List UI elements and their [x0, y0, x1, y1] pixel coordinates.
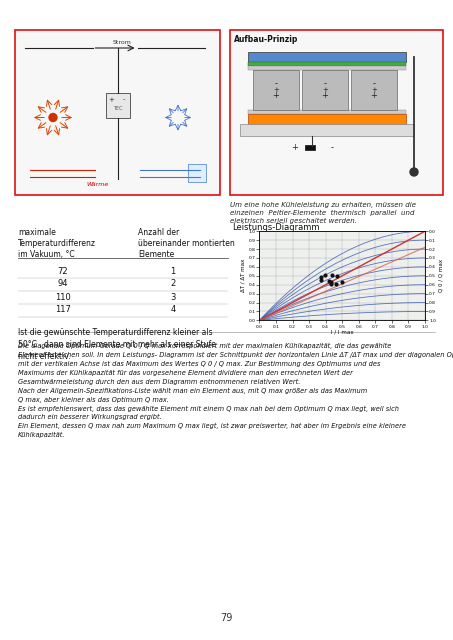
Bar: [351, 70, 397, 110]
Text: Aufbau-Prinzip: Aufbau-Prinzip: [234, 35, 299, 44]
Text: Leistungs-Diagramm: Leistungs-Diagramm: [232, 223, 319, 232]
Bar: [305, 145, 315, 150]
Bar: [248, 62, 406, 66]
Point: [327, 279, 334, 289]
Point: [333, 271, 341, 281]
X-axis label: I / I max: I / I max: [331, 330, 353, 335]
Text: Strom: Strom: [113, 40, 132, 45]
Text: +: +: [371, 92, 377, 100]
Bar: [15, 30, 220, 195]
Y-axis label: ΔT / ΔT max: ΔT / ΔT max: [241, 259, 246, 292]
Text: +: +: [322, 87, 328, 93]
Text: -: -: [331, 143, 333, 152]
Text: Wärme: Wärme: [87, 182, 109, 187]
Text: Anzahl der
übereinander montierten
Elemente: Anzahl der übereinander montierten Eleme…: [138, 228, 235, 259]
Bar: [253, 70, 299, 110]
Text: +: +: [109, 97, 115, 102]
Text: +: +: [273, 87, 279, 93]
Bar: [106, 93, 130, 118]
Text: 1: 1: [170, 266, 176, 275]
Bar: [248, 66, 406, 70]
Circle shape: [49, 113, 57, 122]
Point: [326, 276, 333, 286]
Text: 2: 2: [170, 280, 176, 289]
Point: [322, 269, 329, 280]
Point: [338, 276, 345, 287]
Text: -: -: [122, 97, 125, 102]
Circle shape: [410, 168, 418, 176]
Text: -: -: [372, 79, 376, 88]
Text: 79: 79: [220, 613, 232, 623]
Bar: [248, 52, 406, 62]
Point: [317, 273, 324, 283]
Bar: [248, 110, 406, 114]
Text: Um eine hohe Kühleleistung zu erhalten, müssen die
einzelnen  Peltier-Elemente  : Um eine hohe Kühleleistung zu erhalten, …: [230, 202, 416, 225]
Point: [328, 270, 335, 280]
Text: +: +: [322, 92, 328, 100]
Text: +: +: [292, 143, 299, 152]
Bar: [230, 30, 443, 195]
Text: maximale
Temperaturdifferenz
im Vakuum, °C: maximale Temperaturdifferenz im Vakuum, …: [18, 228, 96, 259]
Text: 117: 117: [55, 305, 71, 314]
Point: [327, 277, 334, 287]
Text: 3: 3: [170, 292, 176, 301]
Text: -: -: [323, 79, 327, 88]
Bar: [302, 70, 348, 110]
Text: Ist die gewünschte Temperaturdifferenz kleiner als
50°C , dann sind Elemente mit: Ist die gewünschte Temperaturdifferenz k…: [18, 328, 216, 360]
Point: [317, 275, 324, 285]
Text: TEC: TEC: [113, 106, 122, 111]
Text: Die diagonale Optimum-Gerade Q 0 / Q max korrespondiert mit der maximalen Kühlka: Die diagonale Optimum-Gerade Q 0 / Q max…: [18, 343, 453, 438]
Text: 110: 110: [55, 292, 71, 301]
Text: 94: 94: [58, 280, 68, 289]
Bar: [240, 124, 414, 136]
Y-axis label: Q 0 / Q max: Q 0 / Q max: [439, 259, 444, 292]
Point: [332, 279, 339, 289]
Text: +: +: [371, 87, 377, 93]
Text: 4: 4: [170, 305, 176, 314]
Bar: [188, 164, 206, 182]
Text: +: +: [273, 92, 280, 100]
Bar: [248, 114, 406, 124]
Text: -: -: [275, 79, 278, 88]
Text: 72: 72: [58, 266, 68, 275]
